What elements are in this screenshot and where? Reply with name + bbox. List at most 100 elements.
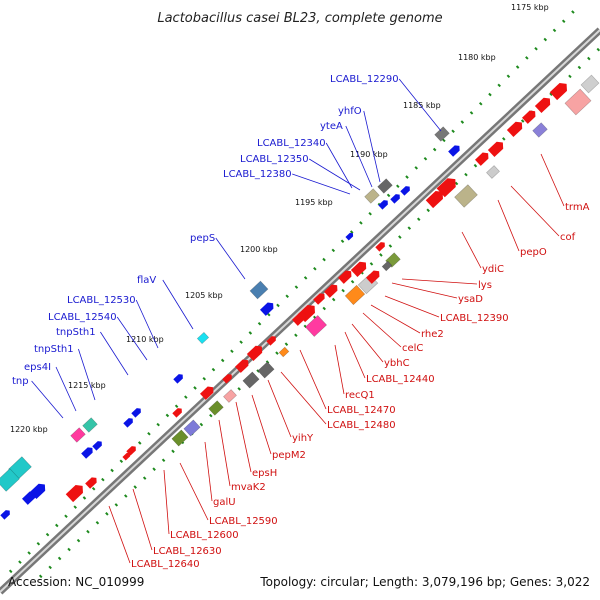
reverse-gene-block xyxy=(486,165,500,179)
reverse-gene-block xyxy=(223,389,237,403)
gene-label-forward: yteA xyxy=(320,121,343,132)
gene-features xyxy=(0,74,600,520)
gene-label-reverse: ydiC xyxy=(482,264,504,275)
gene-label-forward: tnpSth1 xyxy=(34,344,74,355)
gene-label-reverse: LCABL_12640 xyxy=(131,559,200,570)
leader-line-reverse xyxy=(204,441,213,502)
gene-label-forward: pepS xyxy=(190,233,215,244)
gene-label-forward: LCABL_12530 xyxy=(67,295,136,306)
reverse-gene-arrow xyxy=(85,477,97,489)
reverse-gene-block xyxy=(208,400,224,416)
leader-line-reverse xyxy=(351,323,384,363)
forward-gene-arrow xyxy=(0,510,10,520)
leader-line-reverse xyxy=(267,379,292,438)
leader-line-forward xyxy=(325,142,353,189)
reverse-gene-arrow xyxy=(534,97,551,113)
leader-line-reverse xyxy=(132,488,153,551)
leader-line-reverse xyxy=(334,344,345,395)
reverse-gene-arrow xyxy=(172,408,182,418)
forward-gene-block xyxy=(377,178,393,194)
leader-line-forward xyxy=(363,110,381,183)
reverse-gene-arrow xyxy=(235,359,249,373)
reverse-gene-block xyxy=(344,284,366,306)
reverse-gene-arrow xyxy=(65,484,83,503)
gene-label-forward: LCABL_12350 xyxy=(240,154,309,165)
gene-label-reverse: LCABL_12470 xyxy=(327,405,396,416)
leader-line-forward xyxy=(55,366,77,412)
leader-line-reverse xyxy=(179,462,209,521)
leader-line-forward xyxy=(308,158,361,191)
leader-line-forward xyxy=(215,237,246,280)
gene-label-forward: yhfO xyxy=(338,106,362,117)
gene-label-reverse: epsH xyxy=(252,468,277,479)
reverse-gene-arrow xyxy=(487,141,504,157)
gene-label-reverse: celC xyxy=(402,343,423,354)
leader-line-reverse xyxy=(163,469,170,535)
gene-callouts: LCABL_12290 yhfO yteA LCABL_12340 LCABL_1235… xyxy=(12,74,590,570)
leader-line-reverse xyxy=(461,231,482,269)
reverse-gene-arrow xyxy=(338,270,352,284)
leader-line-reverse xyxy=(401,278,478,285)
gene-label-reverse: LCABL_12590 xyxy=(209,516,278,527)
reverse-gene-arrow xyxy=(425,190,443,209)
leader-line-forward xyxy=(100,331,129,376)
forward-gene-arrow xyxy=(22,491,36,505)
gene-label-reverse: recQ1 xyxy=(345,390,375,401)
leader-line-forward xyxy=(116,316,148,361)
gene-label-reverse: LCABL_12390 xyxy=(440,313,509,324)
reverse-gene-arrow xyxy=(475,152,489,166)
leader-line-reverse xyxy=(391,282,458,299)
leader-line-reverse xyxy=(108,505,131,564)
reverse-gene-arrow xyxy=(222,374,232,384)
gene-label-reverse: yihY xyxy=(292,433,314,444)
gene-label-forward: eps4I xyxy=(24,362,51,373)
leader-line-forward xyxy=(78,348,96,401)
reverse-gene-arrow xyxy=(506,121,523,137)
forward-gene-block xyxy=(70,427,86,443)
forward-gene-block xyxy=(196,331,210,345)
reverse-gene-block xyxy=(278,346,290,358)
reverse-gene-arrow xyxy=(549,82,567,101)
reverse-gene-arrow xyxy=(266,336,276,346)
tick-label: 1220 kbp xyxy=(10,425,48,434)
reverse-gene-block xyxy=(257,361,275,379)
forward-gene-arrow xyxy=(131,408,141,418)
leader-line-forward xyxy=(162,279,194,330)
gene-label-reverse: ysaD xyxy=(458,294,483,305)
accession-text: Accession: NC_010999 xyxy=(8,575,144,589)
leader-line-forward xyxy=(31,380,64,419)
leader-line-forward xyxy=(135,299,159,349)
gene-label-reverse: mvaK2 xyxy=(231,482,266,493)
leader-line-forward xyxy=(292,173,351,195)
forward-gene-block xyxy=(0,468,20,492)
leader-line-reverse xyxy=(540,153,565,207)
gene-label-reverse: LCABL_12630 xyxy=(153,546,222,557)
gene-label-reverse: ybhC xyxy=(384,358,410,369)
tick-label: 1185 kbp xyxy=(403,101,441,110)
leader-line-reverse xyxy=(497,199,520,252)
tick-label: 1175 kbp xyxy=(511,3,549,12)
reverse-gene-block xyxy=(242,371,260,389)
reverse-gene-arrow xyxy=(350,261,367,277)
reverse-gene-block xyxy=(532,122,548,138)
gene-label-reverse: rhe2 xyxy=(421,329,444,340)
tick-label: 1210 kbp xyxy=(126,335,164,344)
reverse-gene-block xyxy=(183,419,201,437)
tick-label: 1215 kbp xyxy=(68,381,106,390)
reverse-gene-block xyxy=(580,74,600,94)
reverse-gene-block xyxy=(171,429,189,447)
leader-line-reverse xyxy=(251,394,272,455)
gene-label-forward: tnpSth1 xyxy=(56,327,96,338)
gene-label-forward: LCABL_12340 xyxy=(257,138,326,149)
forward-gene-arrow xyxy=(260,302,274,316)
forward-gene-arrow xyxy=(345,232,354,241)
forward-gene-block xyxy=(364,188,380,204)
forward-gene-block xyxy=(249,280,269,300)
leader-line-reverse xyxy=(235,401,252,473)
leader-line-forward xyxy=(398,78,442,132)
forward-gene-arrow xyxy=(123,418,133,428)
gene-label-forward: LCABL_12540 xyxy=(48,312,117,323)
tick-labels: 1175 kbp 1180 kbp 1185 kbp 1190 kbp 1195 kbp… xyxy=(10,3,549,434)
map-title: Lactobacillus casei BL23, complete genom… xyxy=(157,11,442,26)
